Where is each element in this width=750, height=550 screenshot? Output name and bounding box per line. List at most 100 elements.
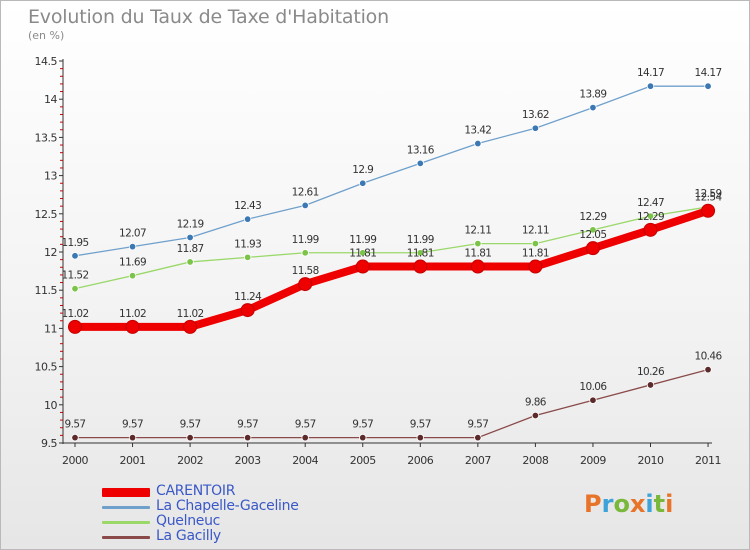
y-tick-label: 12.5	[35, 208, 58, 221]
data-point	[301, 433, 309, 442]
data-label: 9.57	[410, 419, 431, 431]
data-point	[359, 433, 367, 442]
data-label: 9.57	[122, 419, 143, 431]
data-label: 12.29	[637, 211, 664, 223]
data-point-carentoir	[355, 259, 370, 274]
logo-letter: x	[629, 490, 646, 518]
logo-letter: P	[584, 490, 602, 518]
logo-letter: t	[653, 490, 666, 518]
data-label: 10.46	[695, 351, 723, 363]
series-line-la-chapelle-gaceline	[74, 85, 709, 257]
data-point-carentoir	[183, 319, 198, 334]
x-tick-label: 2008	[522, 454, 548, 467]
y-tick-label: 10.5	[35, 361, 58, 374]
data-point-carentoir	[240, 303, 255, 318]
data-point-carentoir	[125, 319, 140, 334]
data-label: 9.86	[525, 396, 547, 408]
proxiti-logo: Proxiti	[584, 490, 673, 518]
x-tick-label: 2001	[120, 454, 146, 467]
data-label: 12.05	[579, 229, 606, 241]
x-tick-label: 2006	[407, 454, 433, 467]
legend-label: Quelneuc	[156, 513, 221, 529]
chart-legend: CARENTOIR La Chapelle-Gaceline Quelneuc La …	[102, 483, 402, 544]
chart-title: Evolution du Taux de Taxe d'Habitation	[28, 6, 389, 28]
data-point	[359, 249, 367, 257]
data-point	[416, 249, 424, 257]
data-label: 12.19	[177, 218, 204, 230]
data-label: 11.99	[407, 234, 434, 246]
data-label: 11.95	[61, 237, 88, 249]
legend-swatch	[102, 506, 150, 509]
data-point-carentoir	[528, 259, 543, 274]
y-tick-label: 14.5	[35, 55, 58, 68]
data-point	[128, 433, 137, 442]
legend-swatch	[102, 488, 150, 497]
data-label: 11.81	[407, 248, 434, 260]
data-label: 11.02	[119, 308, 146, 320]
data-label: 13.16	[407, 144, 435, 156]
data-point	[359, 179, 367, 187]
data-label: 11.93	[234, 238, 261, 250]
data-label: 11.99	[349, 234, 376, 246]
data-label: 9.57	[65, 419, 86, 431]
logo-letter: i	[665, 490, 674, 518]
legend-swatch	[102, 521, 150, 524]
data-label: 10.06	[579, 381, 607, 393]
x-tick-label: 2009	[580, 454, 606, 467]
data-point	[531, 124, 540, 132]
data-label: 9.57	[180, 419, 201, 431]
data-label: 12.59	[695, 188, 722, 200]
data-point	[416, 433, 424, 442]
data-point-carentoir	[413, 259, 428, 274]
data-label: 12.54	[695, 192, 723, 204]
data-label: 11.52	[61, 270, 88, 282]
y-tick-label: 9.5	[41, 437, 57, 450]
data-point-carentoir	[68, 319, 82, 334]
data-label: 9.57	[352, 419, 373, 431]
data-label: 11.69	[119, 257, 146, 269]
data-label: 12.47	[637, 197, 664, 209]
data-point	[474, 239, 482, 248]
x-tick-label: 2002	[177, 454, 203, 467]
legend-label: La Gacilly	[156, 528, 221, 544]
series-line-carentoir	[71, 206, 713, 331]
data-point-carentoir	[470, 259, 485, 274]
data-point	[243, 253, 252, 262]
data-label: 13.62	[522, 109, 549, 121]
x-tick-label: 2010	[638, 454, 664, 467]
data-point	[646, 381, 655, 389]
data-label: 9.57	[237, 419, 258, 431]
logo-letter: r	[601, 490, 614, 518]
chart-subtitle: (en %)	[28, 29, 65, 42]
y-tick-label: 10	[44, 399, 57, 412]
data-point	[474, 433, 482, 442]
data-point	[704, 82, 712, 90]
y-tick-label: 13	[44, 170, 57, 183]
legend-item: CARENTOIR	[102, 483, 402, 499]
data-label: 14.17	[637, 67, 664, 79]
data-point	[589, 396, 597, 404]
logo-letter: o	[613, 490, 630, 518]
x-tick-label: 2005	[350, 454, 376, 467]
data-label: 11.99	[292, 234, 319, 246]
data-point-carentoir	[298, 277, 313, 292]
data-point	[301, 249, 309, 257]
data-point-carentoir	[643, 222, 658, 237]
y-tick-label: 11.5	[35, 284, 58, 297]
data-label: 14.17	[695, 67, 722, 79]
data-label: 12.29	[579, 211, 606, 223]
data-point	[474, 139, 482, 148]
data-label: 11.81	[522, 248, 549, 260]
logo-letter: i	[645, 490, 654, 518]
data-label: 13.89	[579, 89, 606, 101]
data-point	[71, 284, 79, 293]
x-tick-label: 2007	[465, 454, 491, 467]
data-point	[589, 226, 597, 234]
data-label: 11.24	[234, 291, 262, 303]
x-tick-label: 2004	[292, 454, 318, 467]
legend-label: CARENTOIR	[156, 483, 236, 499]
data-point	[646, 82, 655, 90]
data-label: 9.57	[295, 419, 316, 431]
